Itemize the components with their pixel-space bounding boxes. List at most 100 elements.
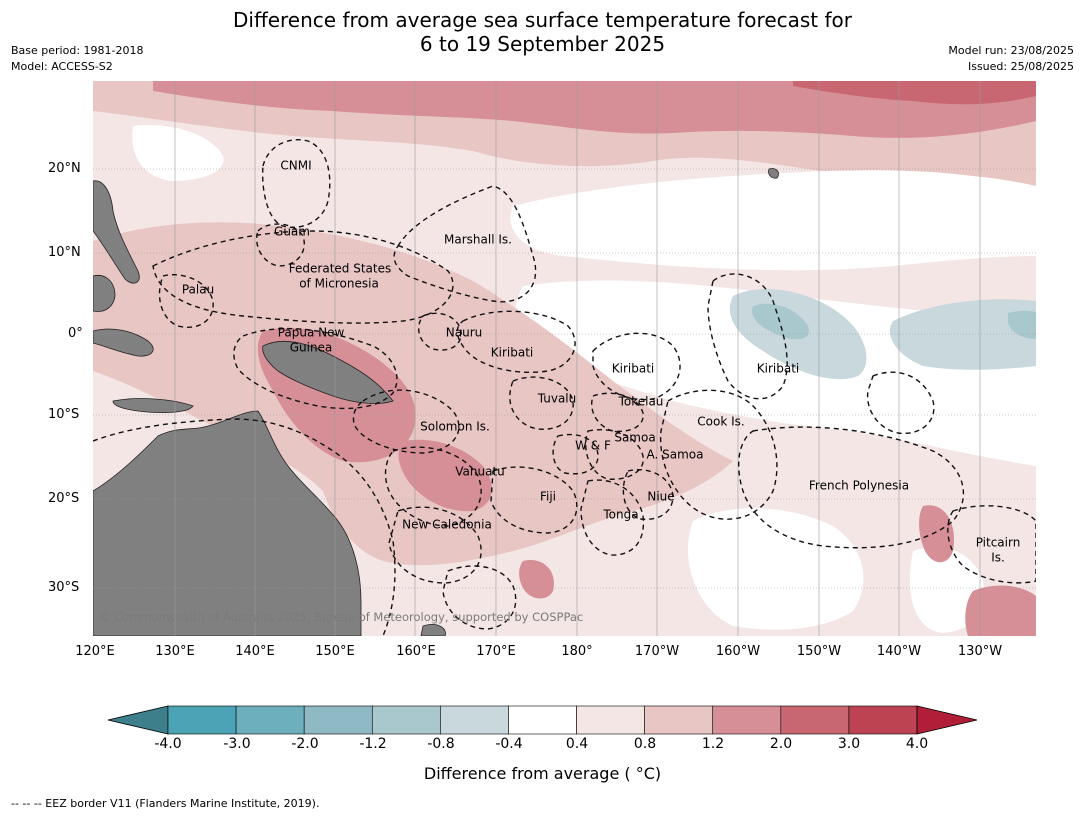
cb-tick-0-4: 0.4 <box>565 736 589 752</box>
model-name: Model: ACCESS-S2 <box>11 60 113 73</box>
eez-marshall <box>393 185 537 303</box>
land-new-guinea <box>262 340 394 404</box>
eez-pitcairn <box>947 505 1036 584</box>
title-line-2: 6 to 19 September 2025 <box>419 32 666 56</box>
label-fsm-2: of Micronesia <box>299 276 379 291</box>
anomaly-warm-melanesia <box>93 222 733 566</box>
lon-label-130w: 130°W <box>957 644 1003 659</box>
colorbar-bin <box>780 705 850 735</box>
anomaly-cool-east <box>889 299 1036 370</box>
eez-guam <box>256 223 305 267</box>
neutral-zone-south-east <box>687 508 864 630</box>
lon-label-180: 180° <box>561 644 593 659</box>
eez-niue <box>622 469 674 520</box>
lon-label-160w: 160°W <box>715 644 761 659</box>
colorbar-arrow-low <box>107 705 169 735</box>
cb-tick-neg0-4: -0.4 <box>495 736 523 752</box>
label-fsm-1: Federated States <box>288 261 392 276</box>
anomaly-band-north-strong <box>153 81 1036 138</box>
label-guam: Guam <box>274 224 310 239</box>
eez-kiribati-east <box>707 273 788 400</box>
eez-nauru <box>417 312 462 351</box>
anomaly-warm-nz-north <box>519 560 554 599</box>
eez-new-caledonia <box>388 506 482 584</box>
colorbar-bin <box>371 705 441 735</box>
model-run: Model run: 23/08/2025 <box>948 44 1074 57</box>
anomaly-band-north-hot <box>793 81 1036 105</box>
eez-tokelau <box>591 392 644 433</box>
label-tonga: Tonga <box>603 507 639 522</box>
cb-tick-neg0-8: -0.8 <box>427 736 455 752</box>
label-tokelau: Tokelau <box>618 394 664 409</box>
label-kiribati-east: Kiribati <box>756 361 800 376</box>
cb-tick-neg1-2: -1.2 <box>359 736 387 752</box>
eez-wf <box>552 433 599 475</box>
lon-label-170w: 170°W <box>634 644 680 659</box>
title-line-1: Difference from average sea surface temp… <box>232 8 852 32</box>
lat-label-10s: 10°S <box>48 407 80 422</box>
map-grid <box>93 81 1036 636</box>
colorbar-bin <box>303 705 373 735</box>
cb-tick-0-8: 0.8 <box>633 736 657 752</box>
label-marshall: Marshall Is. <box>444 232 512 247</box>
label-fiji: Fiji <box>539 489 557 504</box>
eez-kiribati-central <box>592 332 681 401</box>
eez-cnmi <box>261 139 331 228</box>
label-kiribati-west: Kiribati <box>490 345 534 360</box>
label-new-caledonia: New Caledonia <box>402 517 492 532</box>
label-vanuatu: Vanuatu <box>455 464 505 479</box>
eez-cook <box>659 389 778 520</box>
label-niue: Niue <box>647 489 675 504</box>
anomaly-cool-east-core <box>1008 310 1036 339</box>
land-australia <box>93 410 362 636</box>
colorbar-bin <box>644 705 714 735</box>
copyright-notice: © Commonwealth of Australia 2025, Bureau… <box>99 610 584 624</box>
land-borneo <box>93 274 116 312</box>
label-pitcairn-1: Pitcairn <box>975 535 1021 550</box>
eez-kiribati-west <box>456 310 576 373</box>
colorbar-bin <box>576 705 645 735</box>
lat-label-eq: 0° <box>68 326 83 341</box>
lon-label-150e: 150°E <box>315 644 355 659</box>
colorbar-title: Difference from average ( °C) <box>423 764 662 783</box>
eez-fp <box>738 426 964 549</box>
label-tuvalu: Tuvalu <box>537 391 577 406</box>
land-new-zealand-north <box>420 624 446 636</box>
cb-tick-neg3: -3.0 <box>223 736 251 752</box>
lon-label-140e: 140°E <box>235 644 275 659</box>
land-philippines <box>93 180 140 284</box>
colorbar-bin <box>712 705 782 735</box>
label-wf: W & F <box>575 438 611 453</box>
eez-borders <box>93 139 1036 636</box>
neutral-zone-south-east-2 <box>909 547 984 633</box>
label-cook: Cook Is. <box>697 414 745 429</box>
label-french-polynesia: French Polynesia <box>808 478 910 493</box>
colorbar-bin <box>235 705 305 735</box>
label-cnmi: CNMI <box>280 158 312 173</box>
lat-label-30s: 30°S <box>48 580 80 595</box>
anomaly-warm-se-corner <box>965 585 1036 636</box>
label-asamoa: A. Samoa <box>646 447 704 462</box>
lon-label-150w: 150°W <box>796 644 842 659</box>
lon-label-140w: 140°W <box>876 644 922 659</box>
map-canvas <box>93 81 1036 636</box>
colorbar-bin <box>848 705 918 735</box>
base-period: Base period: 1981-2018 <box>11 44 144 57</box>
lon-label-120e: 120°E <box>75 644 115 659</box>
cb-tick-3-0: 3.0 <box>837 736 861 752</box>
eez-fp-marquesas <box>866 371 935 435</box>
neutral-zone-nw <box>132 125 224 181</box>
colorbar-bin <box>167 705 237 735</box>
eez-solomon <box>352 389 460 454</box>
colorbar-bin <box>440 705 509 735</box>
cb-tick-neg4: -4.0 <box>154 736 182 752</box>
lon-label-130e: 130°E <box>155 644 195 659</box>
eez-vanuatu <box>384 446 482 527</box>
lat-label-20n: 20°N <box>48 161 81 176</box>
label-png-2: Guinea <box>289 340 333 355</box>
cb-tick-4-0: 4.0 <box>905 736 929 752</box>
anomaly-warm-vanuatu <box>398 439 492 512</box>
lon-label-170e: 170°E <box>476 644 516 659</box>
label-solomon: Solomon Is. <box>420 419 490 434</box>
eez-tuvalu <box>509 376 574 430</box>
